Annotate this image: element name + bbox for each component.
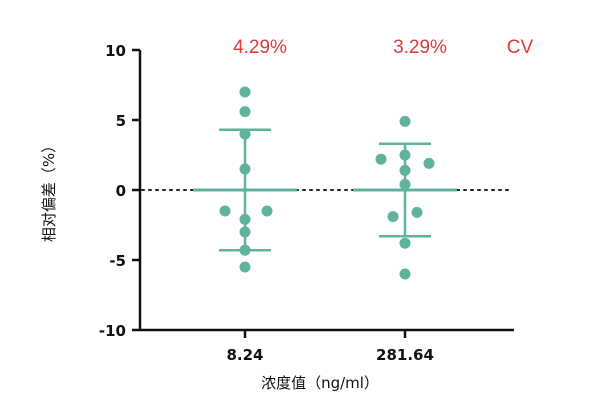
- y-tick-label: -10: [99, 322, 126, 340]
- cv-value-label: 3.29%: [393, 37, 447, 58]
- x-tick-label: 281.64: [376, 346, 434, 364]
- data-point: [239, 163, 251, 175]
- data-point: [411, 206, 423, 218]
- x-axis-title: 浓度值（ng/ml）: [261, 374, 379, 392]
- annotations: 4.29% 3.29% CV: [233, 37, 533, 58]
- y-tick-label: -5: [109, 252, 126, 270]
- data-point: [423, 157, 435, 169]
- x-ticks: 8.24 281.64: [226, 330, 434, 364]
- data-point: [239, 86, 251, 98]
- data-groups: [193, 86, 457, 280]
- data-point: [239, 106, 251, 118]
- y-tick-label: 0: [116, 182, 126, 200]
- data-point: [239, 128, 251, 140]
- data-point: [239, 244, 251, 256]
- data-point: [375, 153, 387, 165]
- data-point: [399, 164, 411, 176]
- data-point: [239, 226, 251, 238]
- data-point: [399, 115, 411, 127]
- group-281.64: [353, 115, 457, 280]
- data-point: [387, 211, 399, 223]
- cv-label: CV: [507, 37, 534, 58]
- data-point: [239, 213, 251, 225]
- cv-value-label: 4.29%: [233, 37, 287, 58]
- y-tick-label: 10: [105, 42, 126, 60]
- y-ticks: 10 5 0 -5 -10: [99, 42, 140, 340]
- data-point: [239, 261, 251, 273]
- data-point: [399, 178, 411, 190]
- data-point: [399, 268, 411, 280]
- data-point: [261, 205, 273, 217]
- data-point: [219, 205, 231, 217]
- data-point: [399, 149, 411, 161]
- y-axis-title: 相对偏差（%）: [40, 138, 58, 242]
- group-8.24: [193, 86, 297, 273]
- data-point: [399, 237, 411, 249]
- x-tick-label: 8.24: [226, 346, 263, 364]
- y-tick-label: 5: [116, 112, 126, 130]
